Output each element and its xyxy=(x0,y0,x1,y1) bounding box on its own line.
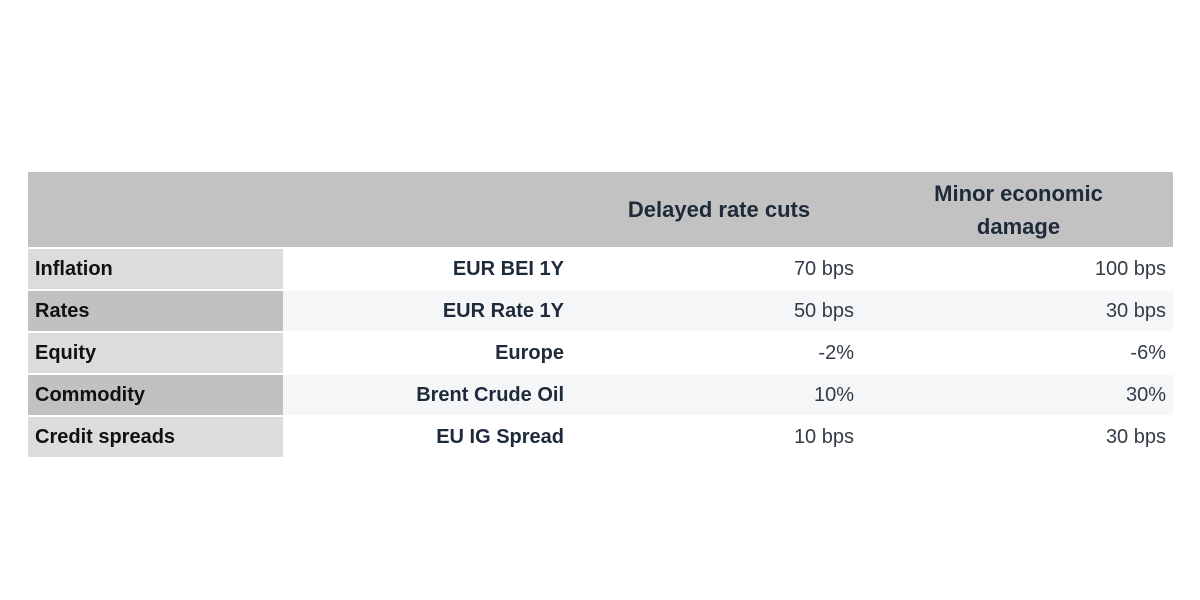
instrument-label: Brent Crude Oil xyxy=(283,373,574,415)
scenario2-value: 30 bps xyxy=(864,415,1173,457)
category-label: Credit spreads xyxy=(28,415,283,457)
scenario1-value: 50 bps xyxy=(574,289,864,331)
instrument-label: EUR Rate 1Y xyxy=(283,289,574,331)
table-header-row: Delayed rate cuts Minor economic damage xyxy=(28,172,1173,247)
scenario2-value: -6% xyxy=(864,331,1173,373)
table-row-credit-spreads: Credit spreads EU IG Spread 10 bps 30 bp… xyxy=(28,415,1173,457)
table-row-rates: Rates EUR Rate 1Y 50 bps 30 bps xyxy=(28,289,1173,331)
header-scenario-minor-economic-damage: Minor economic damage xyxy=(864,172,1173,247)
table-row-commodity: Commodity Brent Crude Oil 10% 30% xyxy=(28,373,1173,415)
instrument-label: Europe xyxy=(283,331,574,373)
scenario-shock-table: Delayed rate cuts Minor economic damage … xyxy=(28,172,1173,457)
scenario2-value: 30% xyxy=(864,373,1173,415)
header-scenario-delayed-rate-cuts: Delayed rate cuts xyxy=(574,172,864,247)
header-category-cell xyxy=(28,172,283,247)
category-label: Commodity xyxy=(28,373,283,415)
instrument-label: EU IG Spread xyxy=(283,415,574,457)
scenario1-value: -2% xyxy=(574,331,864,373)
scenario2-value: 30 bps xyxy=(864,289,1173,331)
scenario1-value: 10 bps xyxy=(574,415,864,457)
category-label: Rates xyxy=(28,289,283,331)
category-label: Inflation xyxy=(28,247,283,289)
category-label: Equity xyxy=(28,331,283,373)
scenario1-value: 70 bps xyxy=(574,247,864,289)
scenario1-value: 10% xyxy=(574,373,864,415)
instrument-label: EUR BEI 1Y xyxy=(283,247,574,289)
header-instrument-cell xyxy=(283,172,574,247)
table-row-inflation: Inflation EUR BEI 1Y 70 bps 100 bps xyxy=(28,247,1173,289)
scenario2-value: 100 bps xyxy=(864,247,1173,289)
table-row-equity: Equity Europe -2% -6% xyxy=(28,331,1173,373)
